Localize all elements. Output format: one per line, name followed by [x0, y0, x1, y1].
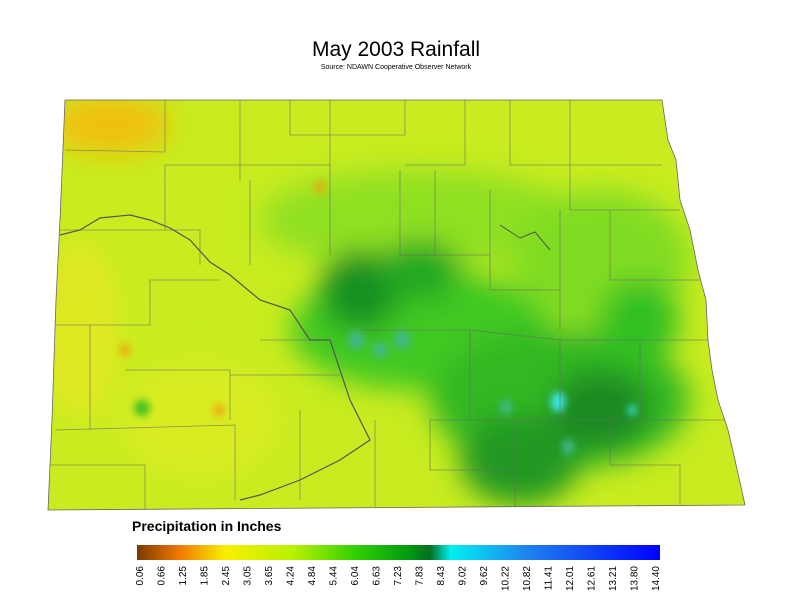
- color-bar: [137, 545, 660, 560]
- legend-tick-label: 9.62: [479, 566, 490, 586]
- legend-title: Precipitation in Inches: [132, 518, 282, 534]
- legend-tick-label: 11.41: [544, 566, 555, 591]
- legend-tick-label: 14.40: [651, 566, 662, 591]
- legend-tick-label: 12.01: [565, 566, 576, 591]
- county-lines: [50, 100, 740, 510]
- legend-tick-label: 10.22: [501, 566, 512, 591]
- legend-tick-label: 12.61: [587, 566, 598, 591]
- state-outline: [47, 99, 746, 511]
- legend-tick-label: 10.82: [522, 566, 533, 591]
- legend-tick-label: 3.05: [243, 566, 254, 586]
- legend-tick-label: 7.83: [415, 566, 426, 586]
- legend-tick-label: 0.06: [135, 566, 146, 586]
- legend-tick-label: 8.43: [436, 566, 447, 586]
- legend-tick-label: 13.80: [630, 566, 641, 591]
- legend-ticks: 0.06 0.66 1.25 1.85 2.45 3.05 3.65 4.24 4.84 5.44…: [135, 566, 662, 591]
- rainfall-surface: [48, 100, 745, 510]
- legend-tick-label: 9.02: [458, 566, 469, 586]
- legend-tick-label: 6.04: [350, 566, 361, 586]
- legend-tick-label: 3.65: [264, 566, 275, 586]
- legend-tick-label: 2.45: [221, 566, 232, 586]
- legend-tick-label: 4.84: [307, 566, 318, 586]
- legend-tick-label: 6.63: [372, 566, 383, 586]
- legend-tick-label: 5.44: [329, 566, 340, 586]
- legend-tick-label: 1.85: [200, 566, 211, 586]
- map-title: May 2003 Rainfall: [312, 38, 480, 61]
- legend-tick-label: 13.21: [608, 566, 619, 591]
- map-subtitle: Source: NDAWN Cooperative Observer Netwo…: [321, 64, 472, 71]
- legend-tick-label: 4.24: [286, 566, 297, 586]
- legend-tick-label: 1.25: [178, 566, 189, 586]
- legend-tick-label: 7.23: [393, 566, 404, 586]
- legend-tick-label: 0.66: [157, 566, 168, 586]
